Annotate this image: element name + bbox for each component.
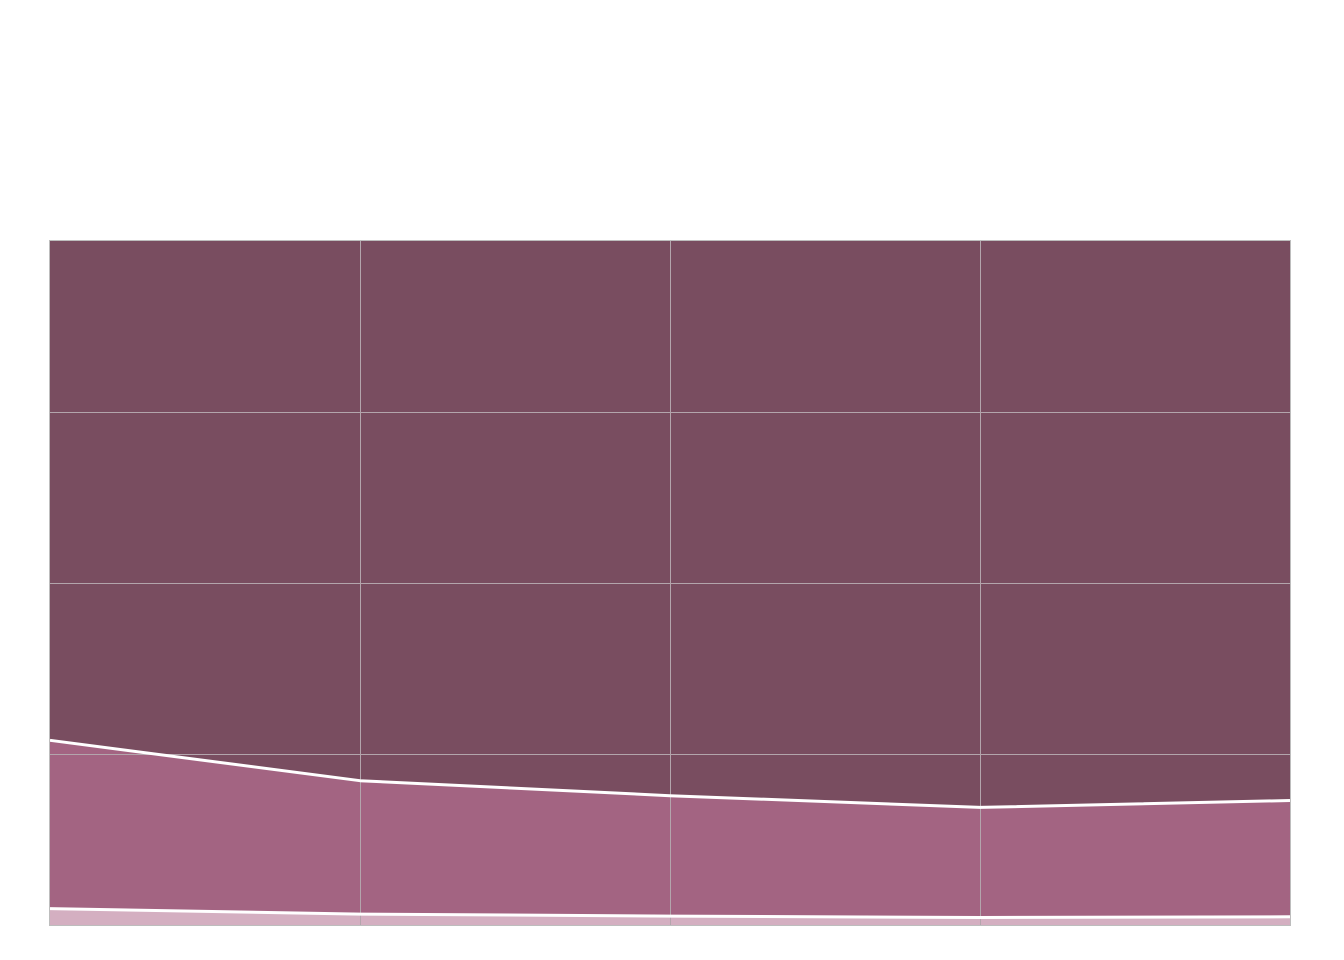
plot-frame [49, 240, 1291, 926]
series-line-layer [49, 738, 1291, 919]
series-boundary-line-2 [49, 738, 1291, 809]
grid-layer [50, 241, 1290, 925]
series-boundary-line-1 [49, 907, 1291, 919]
